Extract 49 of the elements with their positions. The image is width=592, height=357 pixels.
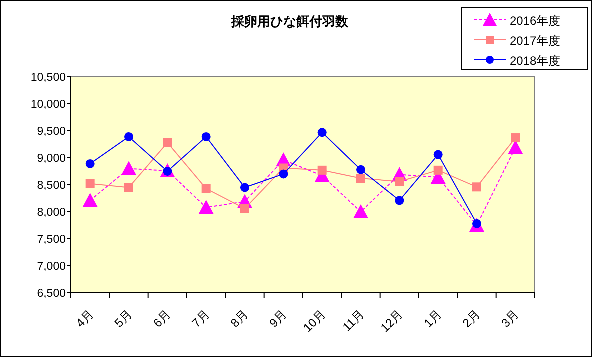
- point: [434, 150, 443, 160]
- x-tick-label: 2月: [460, 307, 484, 330]
- x-tick-label: 6月: [150, 307, 174, 330]
- chart-title: 採卵用ひな餌付羽数: [230, 14, 350, 29]
- y-tick-label: 10,000: [30, 99, 66, 111]
- point: [318, 166, 327, 175]
- y-tick-label: 8,500: [37, 180, 66, 192]
- y-tick-label: 10,500: [30, 72, 66, 84]
- x-tick-label: 5月: [112, 307, 136, 330]
- point: [124, 132, 134, 142]
- legend-label: 2018年度: [510, 54, 561, 68]
- point: [240, 183, 250, 192]
- point: [472, 182, 482, 192]
- point: [202, 132, 211, 142]
- point: [198, 200, 214, 214]
- x-tick-label: 9月: [266, 307, 290, 330]
- x-tick-label: 12月: [378, 307, 406, 336]
- y-tick-label: 9,000: [37, 153, 66, 165]
- point: [202, 184, 211, 194]
- point: [240, 204, 250, 214]
- point: [356, 165, 366, 174]
- x-tick-label: 10月: [300, 307, 328, 336]
- point: [356, 174, 366, 184]
- point: [82, 193, 98, 208]
- point: [163, 138, 172, 148]
- x-tick-label: 1月: [421, 307, 444, 330]
- point: [318, 128, 327, 138]
- point: [122, 161, 136, 176]
- point: [124, 183, 134, 192]
- x-tick-label: 8月: [228, 307, 252, 330]
- legend-label: 2017年度: [510, 34, 561, 48]
- point: [434, 166, 443, 175]
- legend-label: 2016年度: [510, 14, 561, 28]
- y-tick-label: 8,000: [37, 207, 66, 219]
- x-tick-label: 7月: [189, 307, 212, 330]
- point: [511, 134, 520, 143]
- point: [86, 179, 95, 188]
- x-tick-label: 4月: [73, 307, 96, 330]
- y-tick-label: 7,000: [37, 261, 66, 273]
- point: [354, 204, 368, 218]
- point: [86, 159, 95, 168]
- y-tick-label: 9,500: [37, 126, 66, 138]
- point: [395, 196, 404, 206]
- y-tick-label: 7,500: [37, 234, 66, 246]
- point: [395, 177, 404, 186]
- y-tick-label: 6,500: [37, 288, 66, 300]
- x-tick-label: 11月: [340, 307, 368, 334]
- x-tick-label: 3月: [498, 307, 522, 330]
- point: [279, 170, 288, 179]
